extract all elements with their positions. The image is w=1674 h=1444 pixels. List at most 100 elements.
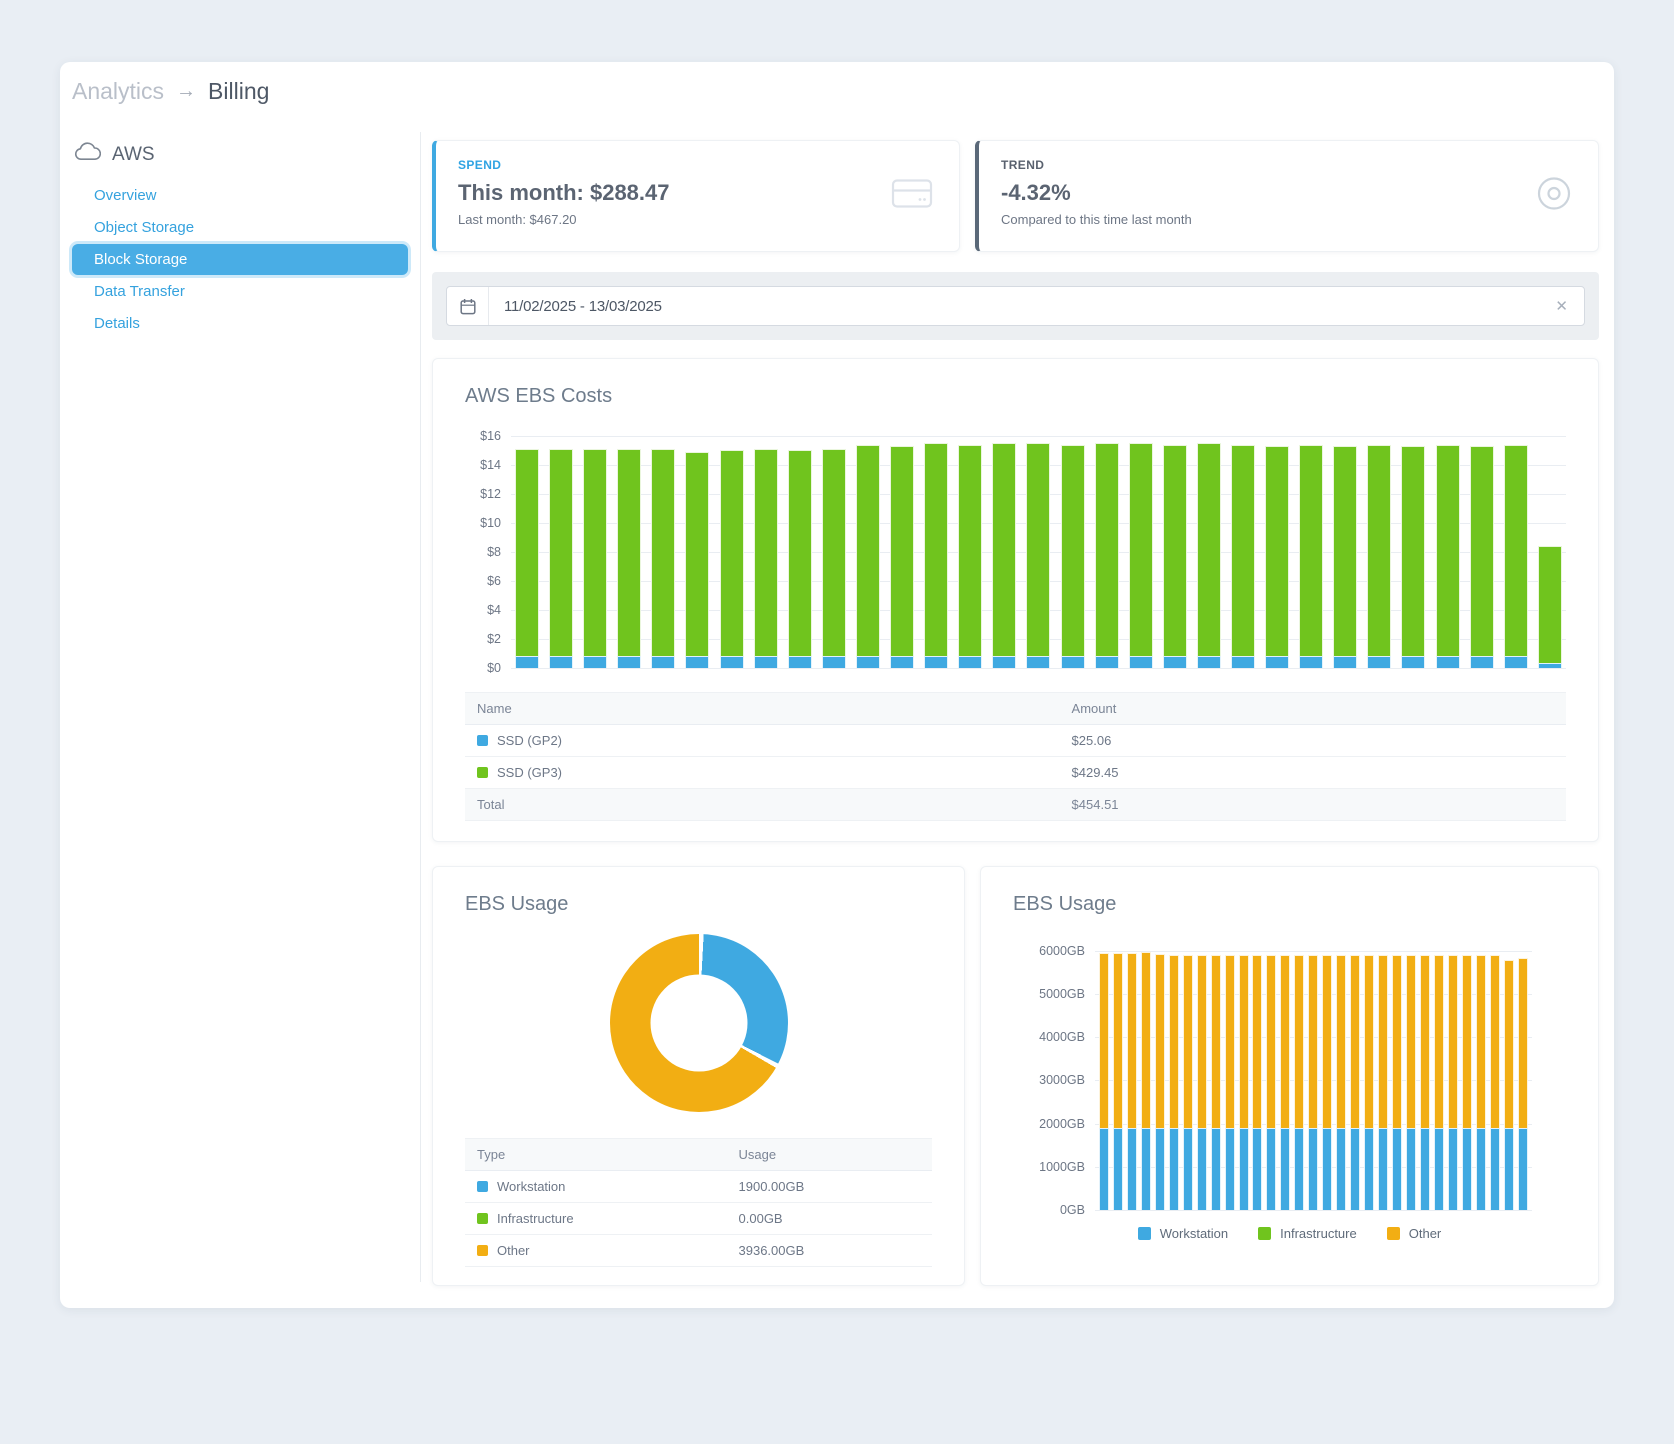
stacked-bar[interactable] (651, 436, 676, 668)
stacked-bar[interactable] (515, 436, 539, 668)
stacked-bar[interactable] (719, 436, 744, 668)
bar-segment-ssd-gp3- (1435, 444, 1460, 657)
bar-segment-workstation (1405, 1127, 1416, 1210)
target-circle-icon (1536, 176, 1572, 217)
stacked-bar[interactable] (1182, 938, 1193, 1210)
stacked-bar[interactable] (1162, 436, 1187, 668)
stacked-bar[interactable] (617, 436, 642, 668)
sidebar-item-details[interactable]: Details (94, 315, 140, 332)
stacked-bar[interactable] (1469, 436, 1494, 668)
stacked-bar[interactable] (1060, 436, 1085, 668)
stacked-bar[interactable] (1333, 436, 1358, 668)
stacked-bar[interactable] (787, 436, 812, 668)
stacked-bar[interactable] (924, 436, 949, 668)
stacked-bar[interactable] (1140, 938, 1151, 1210)
bar-segment-workstation (1419, 1127, 1430, 1210)
y-tick-label: $2 (487, 632, 501, 646)
sidebar-item-object-storage[interactable]: Object Storage (94, 219, 195, 236)
stacked-bar[interactable] (1364, 938, 1375, 1210)
stacked-bar[interactable] (1210, 938, 1221, 1210)
stacked-bar[interactable] (583, 436, 608, 668)
calendar-icon (447, 287, 489, 325)
stacked-bar[interactable] (1128, 436, 1153, 668)
stacked-bar[interactable] (1489, 938, 1500, 1210)
bar-segment-other (1168, 954, 1179, 1128)
stacked-bar[interactable] (1168, 938, 1179, 1210)
stacked-bar[interactable] (1401, 436, 1426, 668)
bar-segment-other (1252, 954, 1263, 1128)
stacked-bar[interactable] (549, 436, 574, 668)
sidebar-item-block-storage[interactable]: Block Storage (72, 244, 408, 275)
bar-segment-workstation (1196, 1127, 1207, 1210)
stacked-bar[interactable] (958, 436, 983, 668)
stacked-bar[interactable] (1367, 436, 1392, 668)
stacked-bar[interactable] (1026, 436, 1051, 668)
bar-segment-ssd-gp2- (549, 656, 574, 668)
stacked-bar[interactable] (685, 436, 710, 668)
stacked-bar[interactable] (1224, 938, 1235, 1210)
stacked-bar[interactable] (1126, 938, 1137, 1210)
stacked-bar[interactable] (753, 436, 778, 668)
stacked-bar[interactable] (992, 436, 1017, 668)
date-range-input[interactable]: 11/02/2025 - 13/03/2025 ✕ (446, 286, 1585, 326)
legend-item-infrastructure[interactable]: Infrastructure (1258, 1226, 1357, 1241)
stacked-bar[interactable] (1537, 436, 1562, 668)
sidebar-item-overview[interactable]: Overview (94, 187, 157, 204)
bar-segment-ssd-gp3- (821, 448, 846, 657)
stacked-bar[interactable] (1265, 436, 1290, 668)
stacked-bar[interactable] (1503, 938, 1514, 1210)
stacked-bar[interactable] (1419, 938, 1430, 1210)
stacked-bar[interactable] (1112, 938, 1123, 1210)
stacked-bar[interactable] (1299, 436, 1324, 668)
stacked-bar[interactable] (1196, 938, 1207, 1210)
stacked-bar[interactable] (1392, 938, 1403, 1210)
stacked-bar[interactable] (1154, 938, 1165, 1210)
y-tick-label: $12 (480, 487, 501, 501)
content-area: SPEND This month: $288.47 Last month: $4… (432, 140, 1599, 1286)
stacked-bar[interactable] (1294, 938, 1305, 1210)
legend-item-other[interactable]: Other (1386, 1226, 1441, 1241)
stacked-bar[interactable] (1350, 938, 1361, 1210)
sidebar-group-label: AWS (112, 143, 155, 165)
stacked-bar[interactable] (1435, 436, 1460, 668)
stacked-bar[interactable] (1336, 938, 1347, 1210)
stacked-bar[interactable] (821, 436, 846, 668)
stacked-bar[interactable] (1475, 938, 1486, 1210)
stacked-bar[interactable] (1099, 938, 1109, 1210)
stacked-bar[interactable] (1230, 436, 1255, 668)
ebs-usage-bars-chart: 0GB 1000GB 2000GB 3000GB 4000GB 5000GB 6000GB (1013, 938, 1566, 1217)
bar-segment-workstation (1364, 1127, 1375, 1210)
bar-segment-ssd-gp2- (1128, 656, 1153, 668)
stacked-bar[interactable] (1238, 938, 1249, 1210)
stacked-bar[interactable] (1461, 938, 1472, 1210)
stacked-bar[interactable] (1447, 938, 1458, 1210)
stacked-bar[interactable] (1517, 938, 1528, 1210)
sidebar-item-data-transfer[interactable]: Data Transfer (94, 283, 185, 300)
legend-swatch (1258, 1227, 1272, 1240)
stacked-bar[interactable] (1280, 938, 1291, 1210)
stacked-bar[interactable] (855, 436, 880, 668)
bar-segment-workstation (1266, 1127, 1277, 1210)
bar-segment-other (1294, 954, 1305, 1128)
bar-segment-ssd-gp2- (924, 656, 949, 668)
stacked-bar[interactable] (1094, 436, 1119, 668)
stacked-bar[interactable] (1378, 938, 1389, 1210)
stacked-bar[interactable] (1503, 436, 1528, 668)
clear-date-icon[interactable]: ✕ (1555, 298, 1568, 315)
stacked-bar[interactable] (1308, 938, 1319, 1210)
bar-segment-other (1336, 954, 1347, 1128)
stacked-bar[interactable] (1322, 938, 1333, 1210)
ebs-usage-bars-title: EBS Usage (1013, 893, 1117, 915)
ebs-costs-table: Name Amount SSD (GP2) $25.06 SSD (GP3) $429.4… (465, 692, 1566, 821)
stacked-bar[interactable] (1405, 938, 1416, 1210)
legend-item-workstation[interactable]: Workstation (1137, 1226, 1228, 1241)
breadcrumb-analytics[interactable]: Analytics (72, 78, 165, 104)
ebs-usage-donut-chart[interactable] (609, 934, 788, 1112)
stacked-bar[interactable] (890, 436, 915, 668)
stacked-bar[interactable] (1266, 938, 1277, 1210)
stacked-bar[interactable] (1433, 938, 1444, 1210)
stacked-bar[interactable] (1196, 436, 1221, 668)
stacked-bar[interactable] (1252, 938, 1263, 1210)
bar-segment-workstation (1140, 1127, 1151, 1210)
bar-segment-ssd-gp2- (753, 656, 778, 668)
